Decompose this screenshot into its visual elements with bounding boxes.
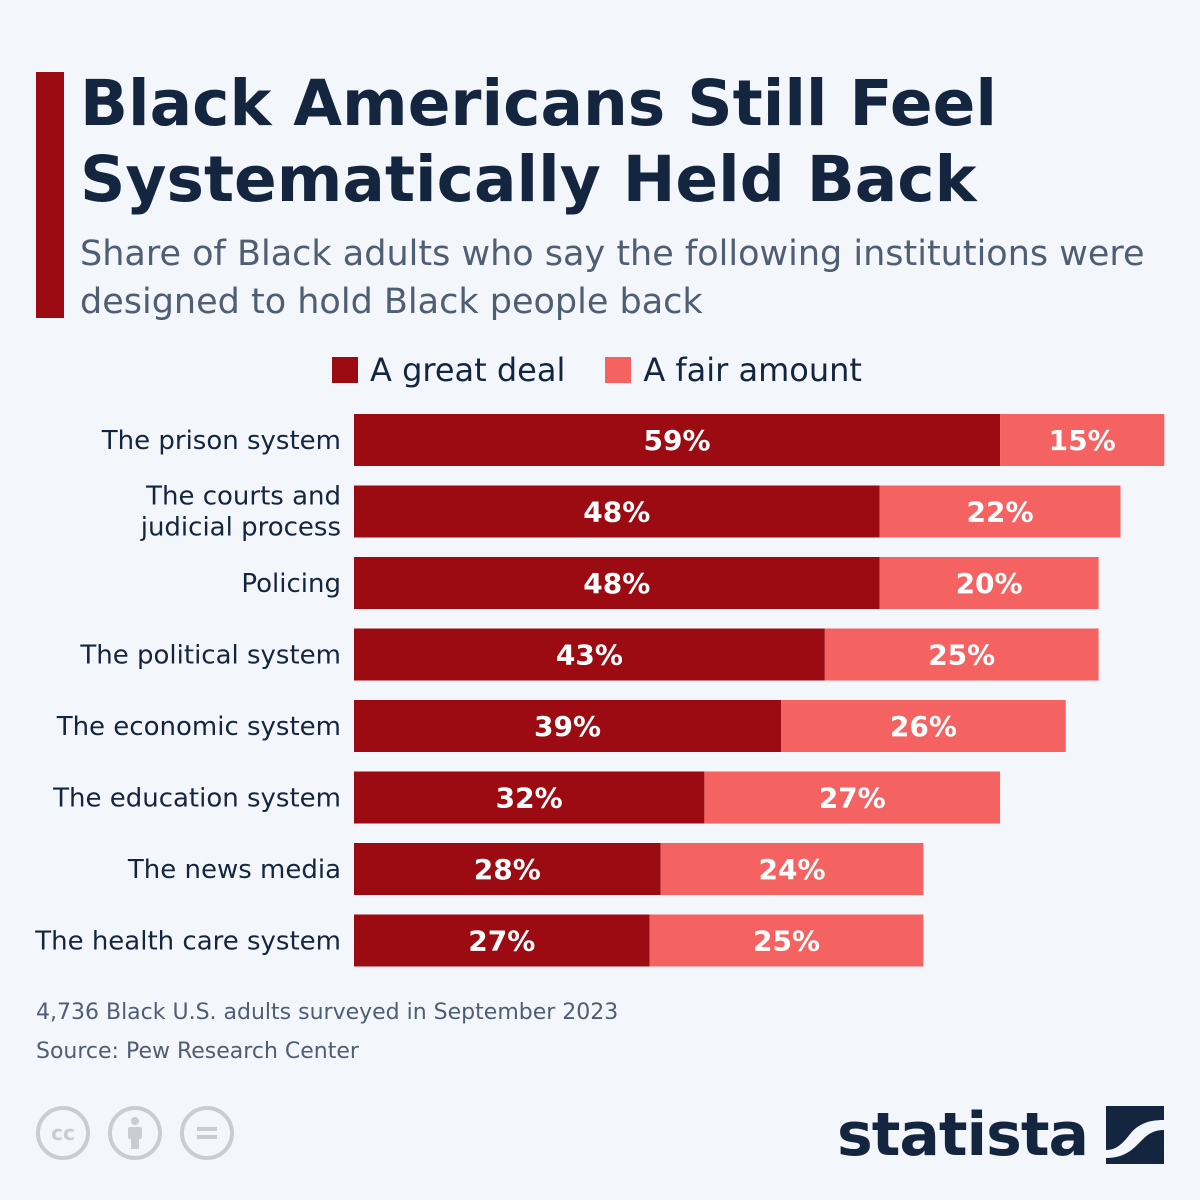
category-label: Policing [241,569,341,599]
statista-logo-icon [1106,1106,1164,1164]
bar-chart: The prison system 59% 15% The courts and jud… [34,414,1165,967]
bar-great-deal [354,914,650,967]
brand-name: statista [836,1100,1089,1170]
data-label: 25% [753,925,820,958]
category-label: The political system [79,641,341,671]
bar-great-deal [354,700,782,752]
data-label: 32% [496,782,563,815]
cc-icon[interactable]: cc [36,1106,90,1160]
data-label: 25% [928,639,995,672]
data-label: 48% [583,496,650,529]
bar-fair-amount [781,700,1066,752]
bar-fair-amount [649,914,924,967]
category-label: The news media [127,855,341,885]
chart-title: Black Americans Still Feel Systematicall… [80,67,997,216]
source-note: Source: Pew Research Center [36,1039,359,1064]
statista-brand[interactable]: statista [837,1100,1164,1170]
survey-note: 4,736 Black U.S. adults surveyed in Sept… [36,1000,619,1025]
bar-fair-amount [704,771,1001,824]
legend-swatch-great-deal [332,357,358,383]
attribution-icon[interactable] [108,1106,162,1160]
data-label: 22% [967,496,1034,529]
license-icons: cc [36,1106,252,1160]
legend-item-great-deal: A great deal [332,351,565,389]
data-label: 59% [644,424,711,457]
legend-label-fair-amount: A fair amount [643,351,862,389]
data-label: 39% [534,710,601,743]
data-label: 26% [890,710,957,743]
data-label: 24% [758,853,825,886]
data-label: 15% [1049,424,1116,457]
chart-subtitle: Share of Black adults who say the follow… [80,234,1145,322]
category-label: The courts and judicial process [140,482,341,543]
category-label: The economic system [56,712,341,742]
legend-label-great-deal: A great deal [370,351,566,389]
data-label: 27% [819,782,886,815]
bar-fair-amount [1000,414,1165,466]
bar-great-deal [354,771,705,824]
bar-fair-amount [879,485,1121,538]
bar-great-deal [354,485,880,538]
no-derivatives-icon[interactable] [180,1106,234,1160]
bar-fair-amount [824,628,1099,681]
legend: A great deal A fair amount [332,350,902,390]
data-label: 27% [468,925,535,958]
bar-fair-amount [660,843,924,895]
legend-swatch-fair-amount [605,357,632,383]
data-label: 20% [956,567,1023,600]
data-label: 43% [556,639,623,672]
bar-great-deal [354,628,825,681]
data-label: 48% [583,567,650,600]
legend-item-fair-amount: A fair amount [605,351,862,389]
category-label: The health care system [34,927,341,957]
data-label: 28% [474,853,541,886]
title-accent-bar [36,72,64,318]
bar-great-deal [354,557,880,609]
bar-fair-amount [879,557,1099,609]
category-label: The prison system [101,426,341,456]
category-label: The education system [52,784,341,814]
bar-great-deal [354,414,1001,466]
bar-great-deal [354,843,661,895]
